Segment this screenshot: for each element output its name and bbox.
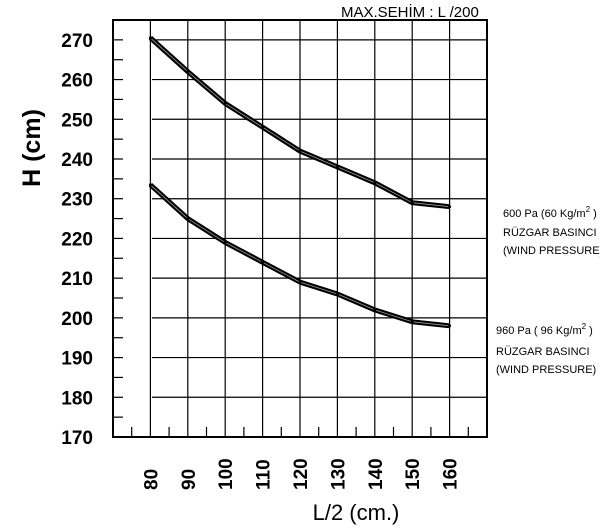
x-tick-label: 120: [291, 458, 312, 490]
y-tick-label: 200: [61, 309, 93, 330]
series-1-point: [335, 165, 339, 169]
legend-series-1-pressure: 600 Pa (60 Kg/m: [503, 208, 586, 220]
series-2-point: [373, 308, 377, 312]
max-deflection-note: MAX.SEHİM : L /200: [341, 3, 479, 21]
y-tick-label: 230: [61, 190, 93, 211]
series-1-point: [261, 125, 265, 129]
legend-series-2-pressure: 960 Pa ( 96 Kg/m: [496, 325, 582, 337]
y-tick-label: 260: [61, 71, 93, 92]
y-tick-label: 190: [61, 349, 93, 370]
series-group: [148, 36, 452, 329]
x-tick-label: 130: [328, 458, 349, 490]
x-tick-label: 100: [216, 458, 237, 490]
x-tick-label: 110: [254, 459, 275, 490]
series-1-point: [448, 205, 452, 209]
legend-series-1-sup: 2: [586, 205, 591, 214]
y-tick-label: 170: [61, 428, 93, 449]
y-tick-label: 270: [61, 31, 93, 52]
legend-series-2: 960 Pa ( 96 Kg/m2 ) RÜZGAR BASINCI (WIND…: [496, 322, 596, 376]
series-2-point: [335, 292, 339, 296]
legend-series-2-english: (WIND PRESSURE): [496, 364, 596, 376]
series-2-point: [261, 260, 265, 264]
y-tick-label: 180: [61, 388, 93, 409]
svg-text:960 Pa ( 96 Kg/m2 ): 960 Pa ( 96 Kg/m2 ): [496, 322, 593, 337]
series-1-point: [410, 201, 414, 205]
series-1-point: [223, 101, 227, 105]
y-axis: 170 180 190 200 210 220 230 240 250 260 270: [61, 31, 93, 449]
series-2-point: [186, 217, 190, 221]
x-tick-label: 140: [366, 458, 387, 490]
legend-series-1-close: ): [590, 208, 597, 220]
x-axis: 80 90 100 110 120 130 140 150 160: [141, 458, 461, 490]
y-tick-label: 210: [61, 269, 93, 290]
svg-text:600 Pa (60 Kg/m2 ): 600 Pa (60 Kg/m2 ): [503, 205, 597, 220]
x-axis-label: L/2 (cm.): [313, 500, 400, 525]
x-tick-label: 90: [179, 469, 200, 490]
legend-series-1-label: RÜZGAR BASINCI: [503, 227, 597, 239]
x-tick-label: 150: [403, 458, 424, 490]
series-2-point: [223, 240, 227, 244]
series-1-point: [148, 36, 152, 40]
plot-frame: [112, 19, 488, 438]
y-tick-label: 220: [61, 229, 93, 250]
x-tick-label: 80: [141, 469, 162, 490]
y-tick-label: 250: [61, 110, 93, 131]
series-1-point: [298, 149, 302, 153]
series-2-point: [148, 183, 152, 187]
series-1-point: [186, 70, 190, 74]
series-2-point: [410, 320, 414, 324]
legend-series-2-sup: 2: [582, 322, 587, 331]
series-2-point: [298, 280, 302, 284]
y-axis-label: H (cm): [18, 109, 46, 187]
legend-series-1: 600 Pa (60 Kg/m2 ) RÜZGAR BASINCI (WIND …: [503, 205, 600, 257]
legend-series-2-label: RÜZGAR BASINCI: [496, 346, 590, 358]
legend-series-2-close: ): [586, 325, 593, 337]
legend-series-1-english: (WIND PRESSURE): [503, 245, 600, 257]
x-tick-label: 160: [441, 458, 462, 490]
series-1-point: [373, 181, 377, 185]
series-2-point: [448, 324, 452, 328]
y-tick-label: 240: [61, 150, 93, 171]
